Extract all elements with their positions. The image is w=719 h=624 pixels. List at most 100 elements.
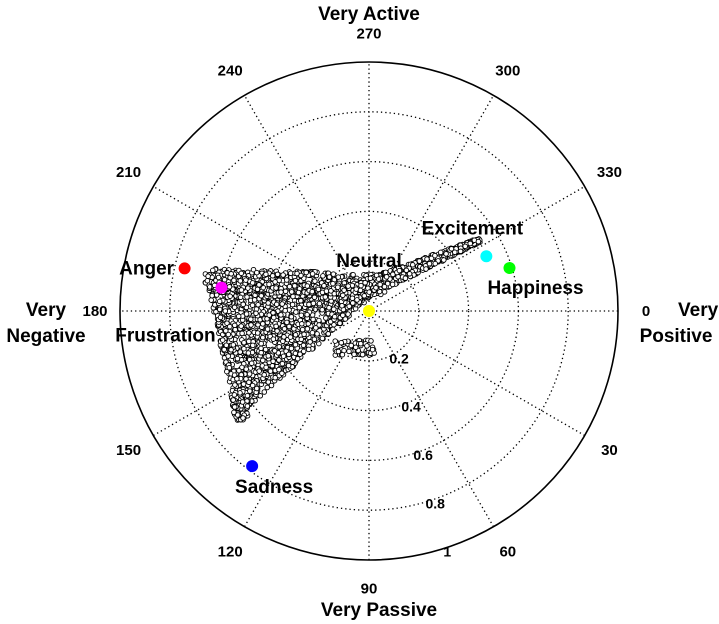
cloud-point	[271, 314, 277, 321]
cloud-point	[223, 342, 230, 348]
cloud-point	[270, 310, 276, 316]
cloud-point	[441, 257, 447, 263]
cloud-point	[426, 260, 433, 267]
grid-spoke-120	[243, 95, 495, 527]
theta-tick-330: 330	[597, 164, 622, 181]
cloud-point	[263, 364, 269, 371]
cloud-point	[264, 326, 271, 332]
cloud-point	[265, 300, 271, 306]
cloud-point	[352, 344, 359, 351]
cloud-point	[246, 379, 252, 386]
cloud-point	[254, 286, 261, 293]
cloud-point	[316, 317, 322, 324]
cloud-point	[244, 294, 250, 300]
cloud-point	[237, 294, 244, 301]
cloud-point	[475, 238, 482, 245]
cloud-point	[268, 382, 275, 389]
cloud-point	[346, 303, 352, 310]
r-tick-0.2: 0.2	[389, 350, 409, 366]
cloud-point	[402, 275, 409, 281]
cloud-point	[312, 278, 318, 284]
cloud-point	[383, 274, 390, 280]
axis-label-right-line1: Very	[678, 300, 719, 321]
cloud-point	[313, 325, 319, 331]
cloud-point	[231, 404, 238, 410]
cloud-point	[416, 258, 423, 264]
cloud-point	[241, 345, 247, 352]
cloud-point	[366, 289, 372, 295]
cloud-point	[221, 346, 227, 353]
cloud-point	[239, 330, 245, 337]
cloud-point	[357, 340, 364, 347]
cloud-point	[239, 399, 246, 405]
cloud-point	[241, 339, 247, 346]
cloud-point	[228, 271, 234, 277]
cloud-point	[326, 304, 332, 311]
cloud-point	[254, 269, 260, 276]
cloud-point	[243, 366, 249, 372]
label-neutral: Neutral	[336, 251, 401, 272]
cloud-point	[246, 330, 252, 336]
cloud-point	[248, 322, 254, 328]
cloud-point	[273, 301, 280, 308]
cloud-point	[261, 372, 267, 378]
cloud-point	[289, 301, 296, 308]
cloud-point	[328, 288, 334, 294]
cloud-point	[306, 301, 312, 308]
cloud-point	[227, 293, 233, 299]
label-sadness: Sadness	[235, 477, 313, 498]
cloud-point	[309, 271, 316, 277]
cloud-point	[286, 351, 292, 358]
cloud-point	[462, 243, 468, 250]
cloud-point	[276, 366, 282, 373]
cloud-point	[256, 368, 262, 374]
cloud-point	[243, 277, 249, 283]
cloud-point	[367, 275, 374, 282]
cloud-point	[258, 349, 264, 356]
cloud-point	[240, 301, 246, 308]
cloud-point	[217, 314, 224, 321]
cloud-point	[226, 284, 233, 290]
cloud-point	[311, 336, 318, 342]
cloud-point	[437, 249, 444, 256]
cloud-point	[255, 301, 261, 308]
cloud-point	[250, 266, 257, 273]
cloud-point	[432, 252, 438, 259]
cloud-point	[443, 251, 449, 257]
cloud-point	[236, 367, 242, 374]
cloud-point	[339, 302, 345, 309]
cloud-point	[304, 311, 310, 318]
cloud-point	[307, 339, 313, 345]
cloud-point	[316, 300, 323, 307]
cloud-point	[248, 360, 255, 366]
cloud-point	[285, 362, 292, 369]
cloud-point	[432, 260, 438, 267]
marker-neutral	[363, 305, 375, 317]
cloud-point	[209, 292, 215, 299]
cloud-point	[300, 342, 307, 349]
cloud-point	[351, 351, 357, 358]
cloud-point	[396, 267, 403, 274]
cloud-point	[231, 409, 237, 416]
cloud-point	[254, 385, 260, 392]
cloud-point	[295, 289, 302, 296]
cloud-point	[228, 347, 234, 353]
cloud-point	[297, 351, 303, 357]
cloud-point	[290, 293, 296, 300]
cloud-point	[231, 304, 238, 311]
axis-label-right-line2: Positive	[640, 326, 713, 347]
cloud-point	[264, 384, 270, 391]
cloud-point	[279, 360, 286, 367]
cloud-point	[288, 314, 295, 320]
cloud-point	[424, 256, 430, 262]
cloud-point	[288, 289, 295, 295]
cloud-point	[217, 306, 223, 313]
cloud-point	[403, 267, 410, 274]
cloud-point	[257, 393, 264, 399]
cloud-point	[227, 323, 233, 330]
cloud-point	[377, 281, 383, 288]
cloud-point	[249, 302, 256, 308]
cloud-point	[260, 334, 266, 341]
cloud-point	[276, 344, 282, 350]
cloud-point	[249, 280, 256, 286]
